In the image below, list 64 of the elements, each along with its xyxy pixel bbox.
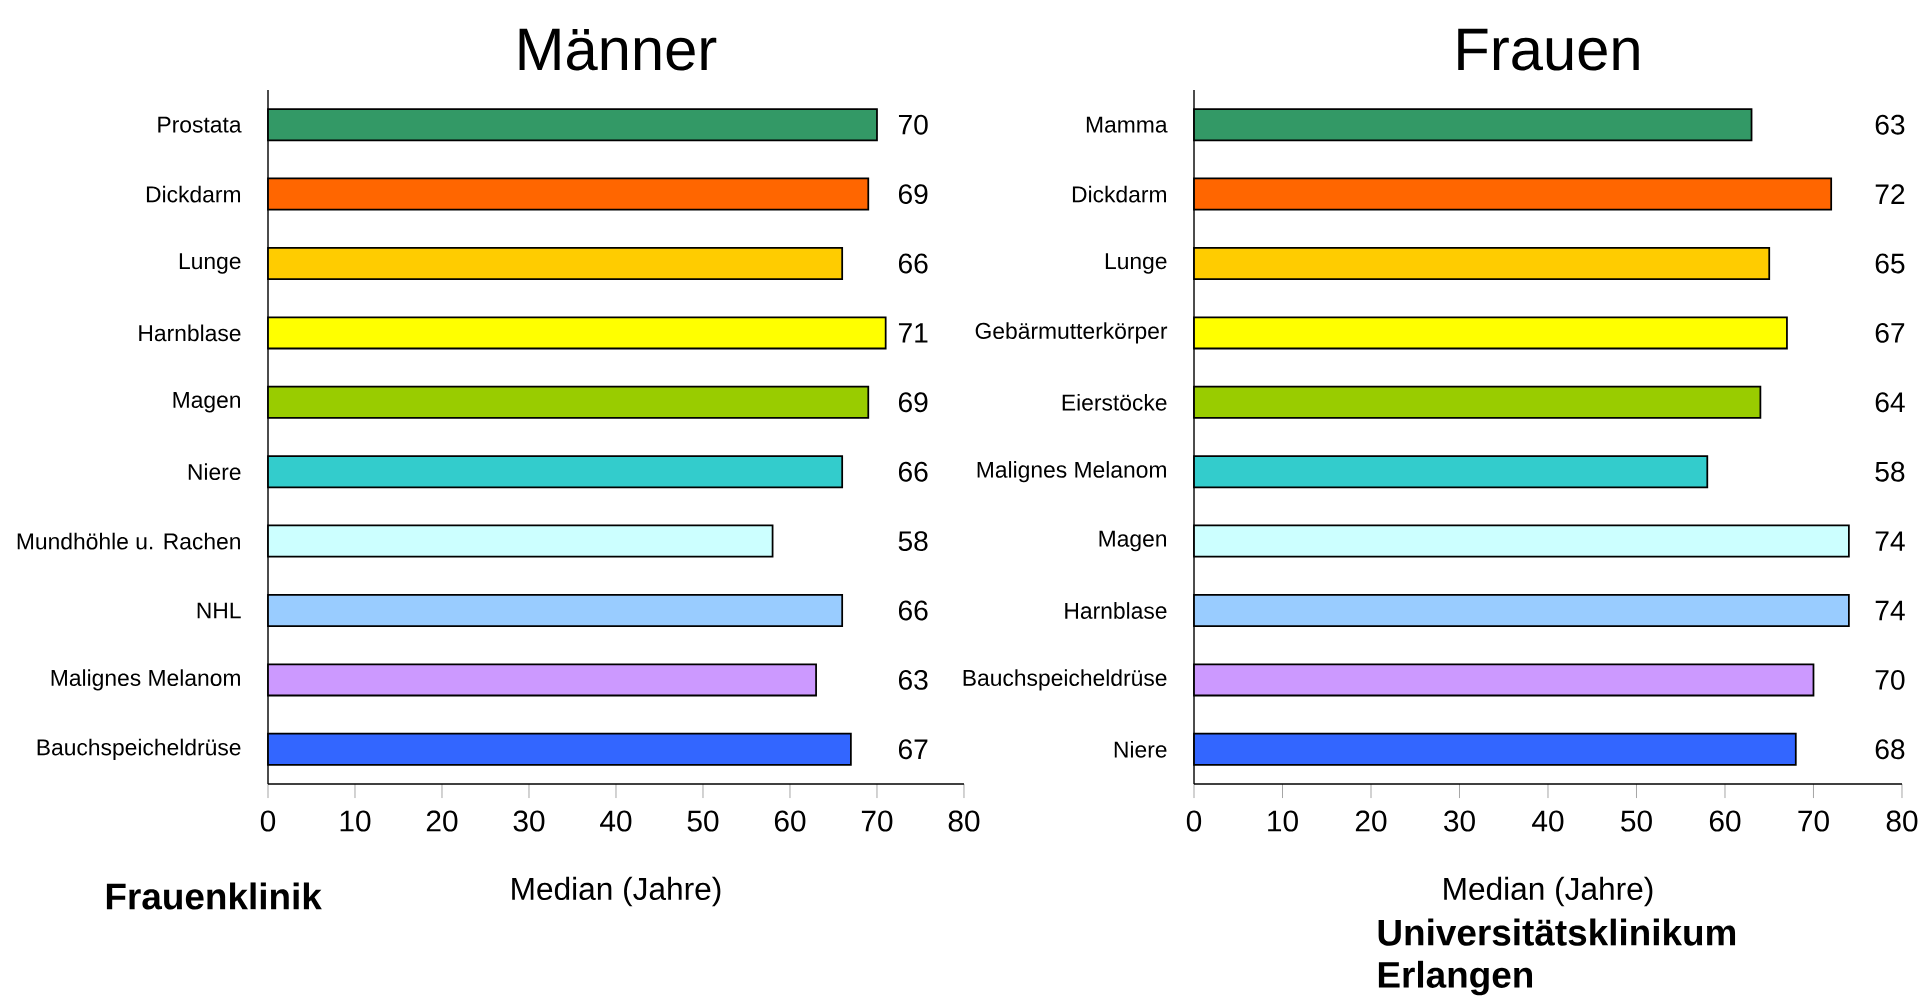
x-tick-label: 40 — [1532, 810, 1564, 832]
data-label: 66 — [898, 600, 928, 621]
data-label: 69 — [898, 184, 928, 205]
y-tick-label: Dickdarm — [146, 185, 241, 203]
y-tick-label: Prostata — [158, 116, 242, 133]
x-tick-label: 50 — [1621, 810, 1652, 832]
x-tick-label: 0 — [1186, 810, 1202, 832]
x-tick-label: 10 — [1268, 810, 1298, 832]
x-axis-title: Median (Jahre) — [512, 876, 721, 907]
x-tick-label: 0 — [260, 810, 276, 832]
data-label: 63 — [898, 669, 928, 690]
data-label: 58 — [898, 531, 928, 552]
data-label: 67 — [898, 739, 928, 760]
chart-title: Frauen — [1458, 28, 1639, 71]
y-tick-label: Lunge — [179, 253, 241, 274]
y-tick-label: Mamma — [1086, 116, 1168, 133]
y-tick-label: Harnblase — [1065, 602, 1167, 619]
data-label: 72 — [1875, 184, 1905, 204]
text: Frauenklinik — [106, 882, 322, 910]
y-tick-label: Magen — [1099, 530, 1166, 552]
chart-title: Männer — [519, 28, 717, 71]
data-label: 70 — [898, 114, 928, 135]
x-axis-title: Median (Jahre) — [1444, 876, 1653, 907]
y-tick-label: Malignes Melanom — [51, 669, 240, 691]
x-tick-label: 70 — [1798, 810, 1829, 832]
data-label: 67 — [1875, 322, 1905, 343]
y-tick-label: Lunge — [1105, 253, 1167, 274]
y-tick-label: Magen — [173, 392, 240, 413]
x-tick-label: 70 — [861, 810, 893, 832]
y-tick-label: Niere — [188, 463, 241, 481]
x-tick-label: 30 — [1444, 810, 1475, 832]
data-label: 66 — [898, 253, 928, 274]
y-tick-label: Bauchspeicheldrüse — [963, 669, 1167, 691]
y-tick-label: Gebärmutterkörper — [975, 322, 1168, 344]
data-label: 66 — [898, 461, 928, 482]
x-tick-label: 80 — [1886, 810, 1918, 832]
data-label: 64 — [1875, 392, 1905, 413]
x-tick-label: 60 — [1709, 810, 1741, 832]
y-tick-label: Mundhöhle u. Rachen — [17, 532, 240, 550]
x-tick-label: 10 — [340, 810, 371, 832]
data-label: 74 — [1875, 600, 1905, 621]
y-tick-label: Bauchspeicheldrüse — [37, 738, 241, 760]
data-label: 63 — [1875, 114, 1905, 135]
y-tick-label: Niere — [1114, 740, 1167, 758]
data-label: 65 — [1875, 253, 1905, 274]
data-label: 58 — [1875, 461, 1905, 482]
data-label: 70 — [1875, 669, 1905, 690]
data-label: 71 — [898, 323, 928, 343]
y-tick-label: NHL — [197, 602, 241, 619]
y-tick-label: Malignes Melanom — [977, 461, 1166, 483]
text: Universitätsklinikum Erlangen — [1378, 918, 1736, 996]
y-tick-label: Harnblase — [139, 324, 241, 342]
x-tick-label: 60 — [774, 810, 806, 832]
x-tick-label: 40 — [600, 810, 632, 832]
data-label: 74 — [1875, 531, 1905, 551]
y-tick-label: Eierstöcke — [1062, 393, 1167, 411]
y-tick-label: Dickdarm — [1072, 185, 1167, 203]
data-label: 68 — [1875, 739, 1905, 760]
x-tick-label: 80 — [948, 810, 980, 832]
x-tick-label: 30 — [513, 810, 545, 832]
x-tick-label: 20 — [426, 810, 458, 832]
x-tick-label: 20 — [1355, 810, 1387, 832]
x-tick-label: 50 — [687, 810, 719, 832]
data-label: 69 — [898, 392, 928, 413]
